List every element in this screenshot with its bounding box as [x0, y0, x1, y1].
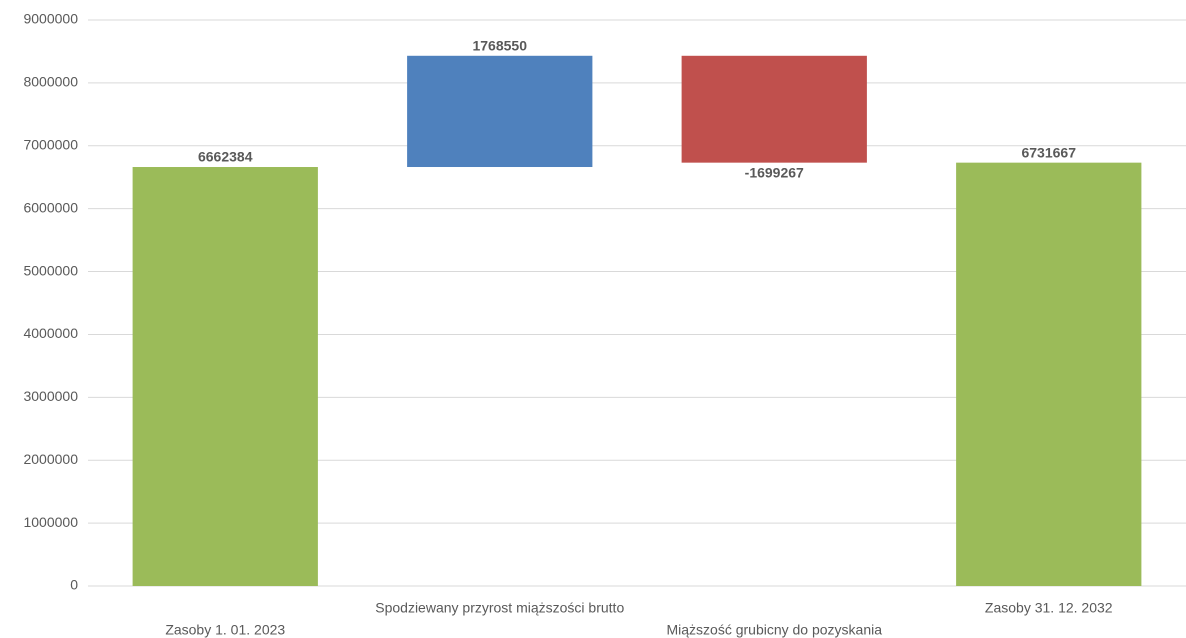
value-label: 1768550 — [472, 37, 527, 53]
bar — [132, 167, 318, 586]
y-tick-label: 2000000 — [23, 451, 78, 467]
x-tick-label: Zasoby 31. 12. 2032 — [985, 600, 1113, 616]
x-tick-label: Spodziewany przyrost miąższości brutto — [375, 600, 624, 616]
y-tick-label: 4000000 — [23, 325, 78, 341]
bar — [407, 55, 593, 168]
x-tick-label: Zasoby 1. 01. 2023 — [165, 622, 285, 638]
y-tick-label: 8000000 — [23, 74, 78, 90]
y-tick-label: 9000000 — [23, 11, 78, 27]
bar — [956, 162, 1142, 586]
y-tick-label: 6000000 — [23, 199, 78, 215]
x-tick-label: Miąższość grubicny do pozyskania — [666, 622, 882, 638]
value-label: 6662384 — [198, 149, 253, 165]
value-label: -1699267 — [745, 164, 804, 180]
y-tick-label: 7000000 — [23, 136, 78, 152]
y-tick-label: 3000000 — [23, 388, 78, 404]
y-tick-label: 5000000 — [23, 262, 78, 278]
bar — [681, 55, 867, 163]
value-label: 6731667 — [1021, 144, 1076, 160]
y-tick-label: 0 — [70, 577, 78, 593]
y-tick-label: 1000000 — [23, 514, 78, 530]
